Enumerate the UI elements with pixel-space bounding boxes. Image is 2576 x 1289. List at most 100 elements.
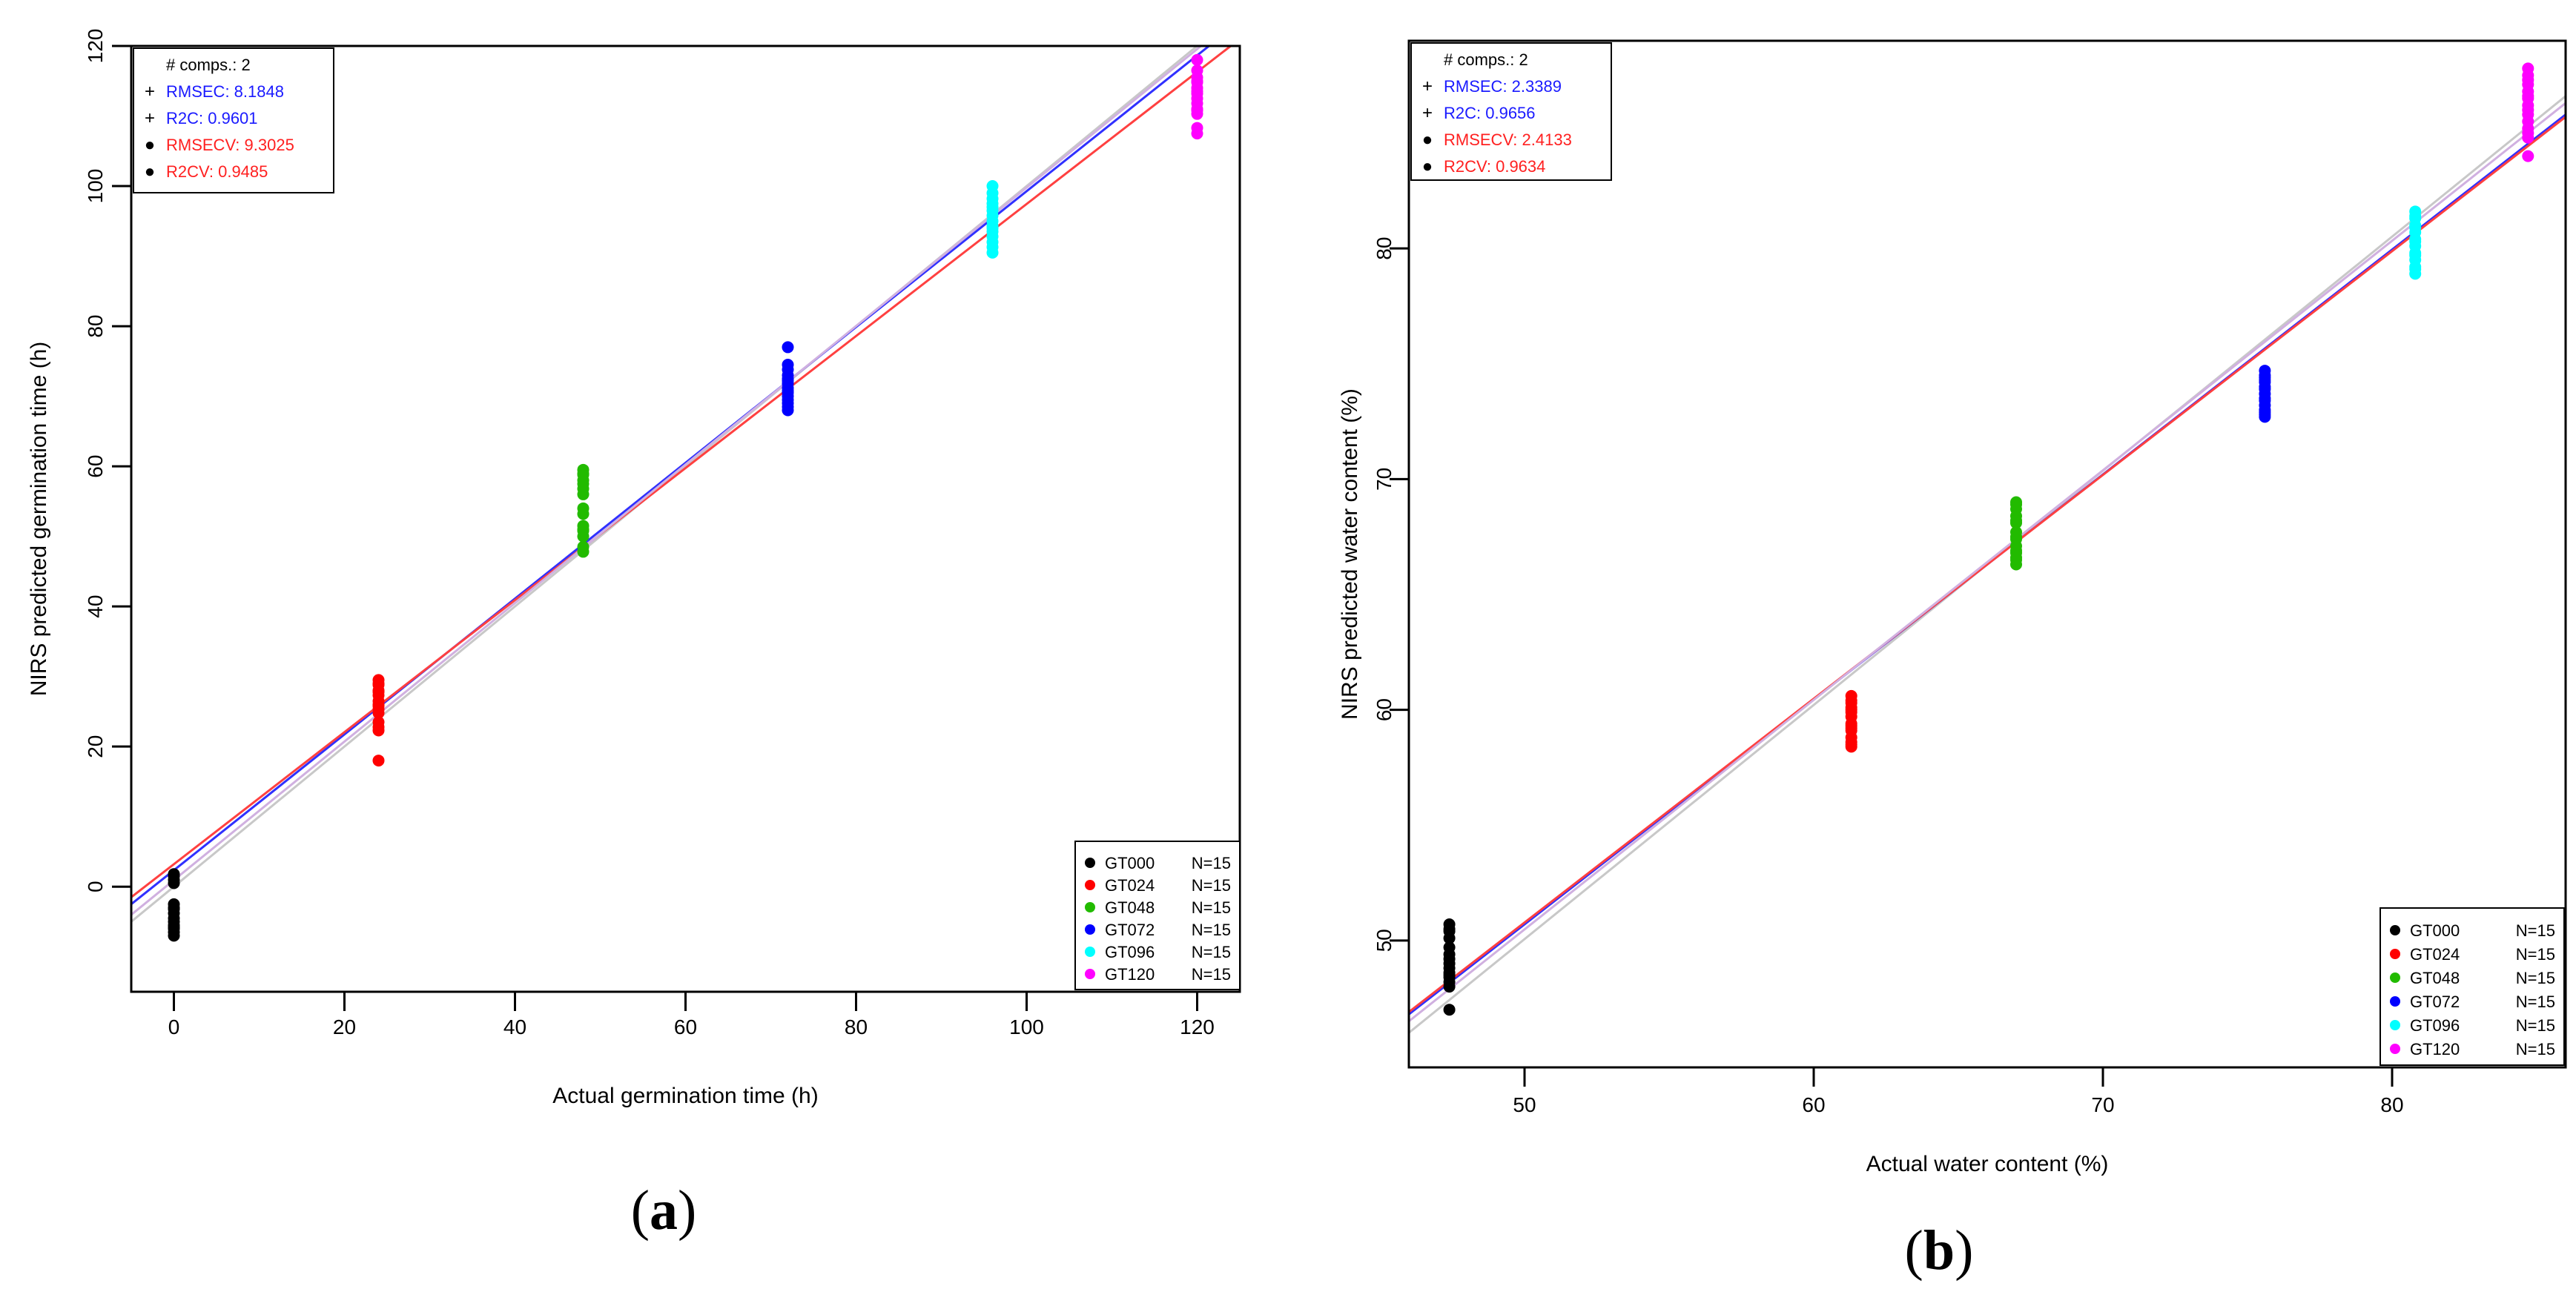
stats-text: R2C: 0.9656 [1444,104,1536,122]
data-point-gt120 [2522,127,2534,139]
stats-symbol: + [145,108,155,128]
legend-count: N=15 [1192,854,1231,872]
calib-marker-gt120 [2523,80,2533,90]
stats-symbol: + [145,82,155,102]
legend-box [2380,907,2565,1066]
data-point-gt000 [1443,1004,1456,1016]
panel-a: 0 20 40 60 80 100 120 0 20 40 60 80 100 120 Actual ger… [27,29,1241,1108]
data-point-gt120 [2522,150,2534,162]
calib-marker-gt072 [783,342,793,352]
data-point-gt000 [1443,969,1456,981]
data-point-gt120 [1191,104,1203,116]
y-tick-label: 100 [84,169,107,204]
legend-count: N=15 [2516,945,2555,964]
legend-count: N=15 [2516,969,2555,987]
data-point-gt072 [2259,408,2271,421]
fit-line-reference [131,46,1203,916]
legend-label: GT000 [1105,854,1155,872]
data-point-gt096 [986,201,999,213]
panel-b: 50 60 70 80 50 60 70 80 Actual water content (%)… [1338,39,2567,1176]
calib-marker-gt048 [2012,511,2021,521]
data-point-gt000 [168,930,180,942]
legend-label: GT024 [1105,876,1155,895]
data-point-gt048 [577,523,589,536]
y-axis-label: NIRS predicted water content (%) [1338,388,1362,720]
stats-text: R2CV: 0.9634 [1444,157,1545,176]
legend-label: GT120 [1105,965,1155,984]
data-point-gt120 [2522,104,2534,116]
fit-line-calibration [131,46,1211,906]
x-tick-label: 80 [2380,1093,2403,1116]
x-axis-label: Actual germination time (h) [552,1084,818,1108]
stats-text: RMSECV: 9.3025 [166,136,294,154]
legend-marker-gt096 [1085,947,1095,957]
stats-symbol: ● [145,162,156,182]
data-point-gt096 [986,246,999,259]
legend-label: GT000 [2410,921,2460,940]
legend-marker-gt048 [2390,972,2400,983]
stats-text: RMSECV: 2.4133 [1444,130,1572,149]
fit-line-cross-validation [1409,116,2566,1013]
data-point-gt120 [2522,90,2534,102]
legend-label: GT096 [2410,1016,2460,1035]
data-point-gt048 [577,488,589,500]
stats-box [1410,42,1612,181]
panel-b-label: (b) [1905,1219,1974,1282]
data-point-gt024 [372,700,385,712]
data-point-gt072 [2259,392,2271,405]
data-point-gt000 [168,901,180,914]
y-tick-label: 60 [1373,698,1396,721]
calib-marker-gt072 [783,365,793,374]
legend-label: GT096 [1105,943,1155,961]
plot-area [1409,62,2566,1034]
y-tick-label: 80 [84,314,107,337]
legend-marker-gt072 [2390,996,2400,1007]
data-point-gt024 [372,755,385,767]
y-tick-label: 50 [1373,929,1396,952]
legend-count: N=15 [1192,898,1231,917]
data-point-gt120 [2522,73,2534,86]
x-tick-label: 70 [2091,1093,2114,1116]
stats-text: # comps.: 2 [1444,50,1528,69]
data-point-gt120 [1191,85,1203,98]
calib-marker-gt120 [2523,70,2533,80]
legend-count: N=15 [1192,965,1231,984]
stats-symbol: + [1422,76,1433,96]
calib-marker-gt000 [1444,933,1454,943]
legend-marker-gt072 [1085,924,1095,935]
data-point-gt048 [2010,531,2022,543]
y-tick-label: 40 [84,595,107,618]
data-point-gt072 [782,374,794,387]
fit-line-cross-validation [131,46,1233,898]
data-point-gt096 [2409,235,2422,248]
data-point-gt048 [2010,551,2022,564]
data-point-gt048 [577,508,589,520]
legend-marker-gt048 [1085,902,1095,912]
legend-label: GT048 [2410,969,2460,987]
data-point-gt072 [782,385,794,397]
calib-marker-gt000 [169,878,179,888]
legend-label: GT072 [1105,921,1155,939]
data-point-gt024 [372,724,385,737]
stats-box [133,47,334,193]
calib-marker-gt096 [2411,220,2420,230]
plot-frame [1407,39,2567,1069]
x-tick-label: 0 [168,1015,180,1038]
calib-marker-gt120 [1192,55,1202,64]
data-point-gt048 [2010,514,2022,527]
legend-label: GT072 [2410,993,2460,1011]
legend-label: GT048 [1105,898,1155,917]
legend-marker-gt000 [2390,925,2400,935]
data-point-gt096 [2409,263,2422,276]
y-tick-label: 0 [84,881,107,892]
data-point-gt000 [168,921,180,934]
y-tick-label: 80 [1373,237,1396,260]
panel-a-letter: a [650,1179,678,1242]
stats-text: RMSEC: 2.3389 [1444,77,1562,96]
stats-text: # comps.: 2 [166,56,251,74]
legend-count: N=15 [2516,1040,2555,1058]
legend-count: N=15 [1192,921,1231,939]
legend-count: N=15 [1192,943,1231,961]
legend-count: N=15 [2516,993,2555,1011]
